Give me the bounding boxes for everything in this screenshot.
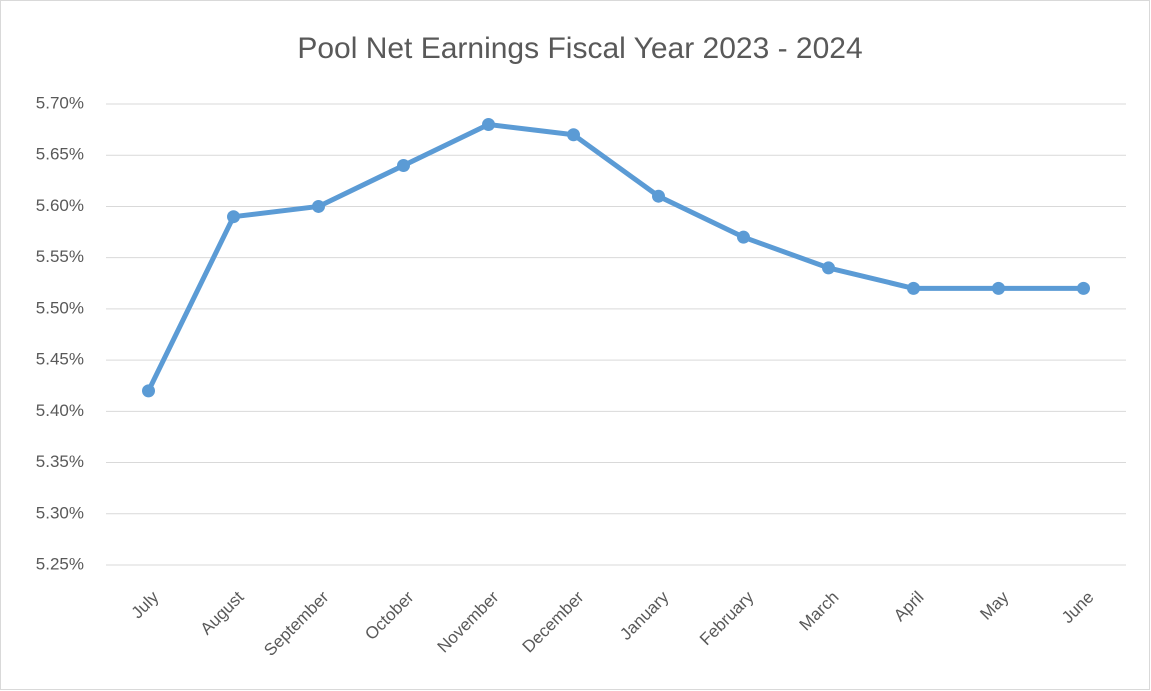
- y-tick-label: 5.50%: [36, 298, 84, 317]
- y-tick-label: 5.65%: [36, 145, 84, 164]
- y-tick-label: 5.70%: [36, 93, 84, 112]
- y-tick-label: 5.45%: [36, 350, 84, 369]
- y-tick-label: 5.55%: [36, 247, 84, 266]
- point: [227, 210, 240, 224]
- point: [652, 189, 665, 203]
- point: [567, 128, 580, 142]
- point: [907, 281, 920, 295]
- point: [312, 199, 325, 213]
- y-tick-label: 5.25%: [36, 554, 84, 573]
- point: [142, 384, 155, 398]
- y-tick-label: 5.40%: [36, 401, 84, 420]
- point: [992, 281, 1005, 295]
- y-tick-label: 5.60%: [36, 196, 84, 215]
- y-tick-label: 5.35%: [36, 452, 84, 471]
- point: [397, 158, 410, 172]
- line: [146, 121, 1084, 392]
- point: [1077, 281, 1090, 295]
- point: [737, 230, 750, 244]
- point: [822, 261, 835, 275]
- point: [482, 117, 495, 131]
- chart-title: Pool Net Earnings Fiscal Year 2023 - 202…: [297, 32, 862, 65]
- y-tick-label: 5.30%: [36, 503, 84, 522]
